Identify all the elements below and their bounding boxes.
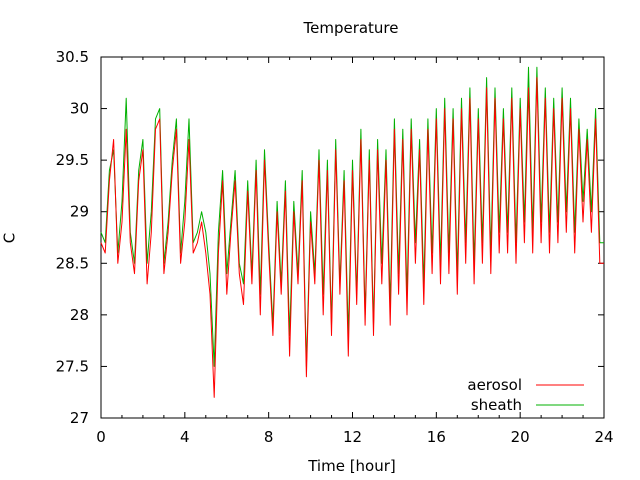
x-tick-label: 4 [180,428,190,446]
x-tick-label: 8 [264,428,274,446]
y-tick-label: 28 [70,306,89,324]
x-tick-label: 12 [343,428,362,446]
legend-label-sheath: sheath [471,396,522,414]
legend: aerosol sheath [467,376,584,414]
legend-label-aerosol: aerosol [467,376,522,394]
y-tick-label: 30.5 [56,48,89,66]
y-axis-label: C [1,233,19,243]
series-line-aerosol [100,77,604,398]
series-layer [100,66,604,398]
y-axis: 27 27.5 28 28.5 29 29.5 30 30.5 [56,48,604,427]
y-tick-label: 27.5 [56,357,89,375]
x-tick-label: 24 [594,428,613,446]
plot-frame [100,56,605,419]
chart-title: Temperature [302,19,398,37]
y-tick-label: 30 [70,100,89,118]
x-tick-label: 20 [511,428,530,446]
y-tick-label: 29.5 [56,151,89,169]
x-tick-label: 0 [96,428,106,446]
x-axis-label: Time [hour] [307,457,396,475]
y-tick-label: 27 [70,409,89,427]
y-tick-label: 29 [70,203,89,221]
x-tick-label: 16 [427,428,446,446]
series-line-sheath [100,66,604,367]
x-axis: 0 4 8 12 16 20 24 [96,57,614,446]
y-tick-label: 28.5 [56,254,89,272]
